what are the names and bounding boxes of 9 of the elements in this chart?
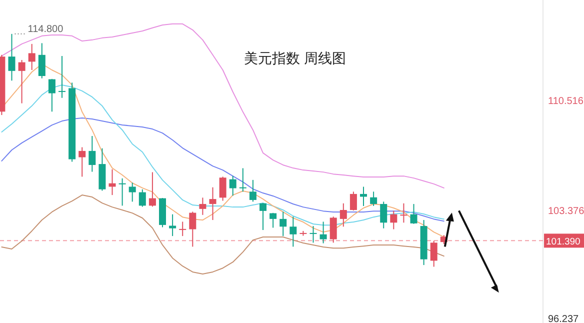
- y-tick-label: 110.516: [548, 96, 584, 107]
- y-tick-label: 96.237: [548, 314, 580, 323]
- line-series: [1, 194, 444, 274]
- line-series: [1, 117, 444, 222]
- ref-line-label: 101.390: [546, 236, 580, 248]
- annotation: 114.800: [28, 24, 64, 35]
- text: 美元指数 周线图: [244, 50, 346, 66]
- y-tick-label: 103.376: [548, 206, 584, 218]
- line-series: [1, 23, 444, 188]
